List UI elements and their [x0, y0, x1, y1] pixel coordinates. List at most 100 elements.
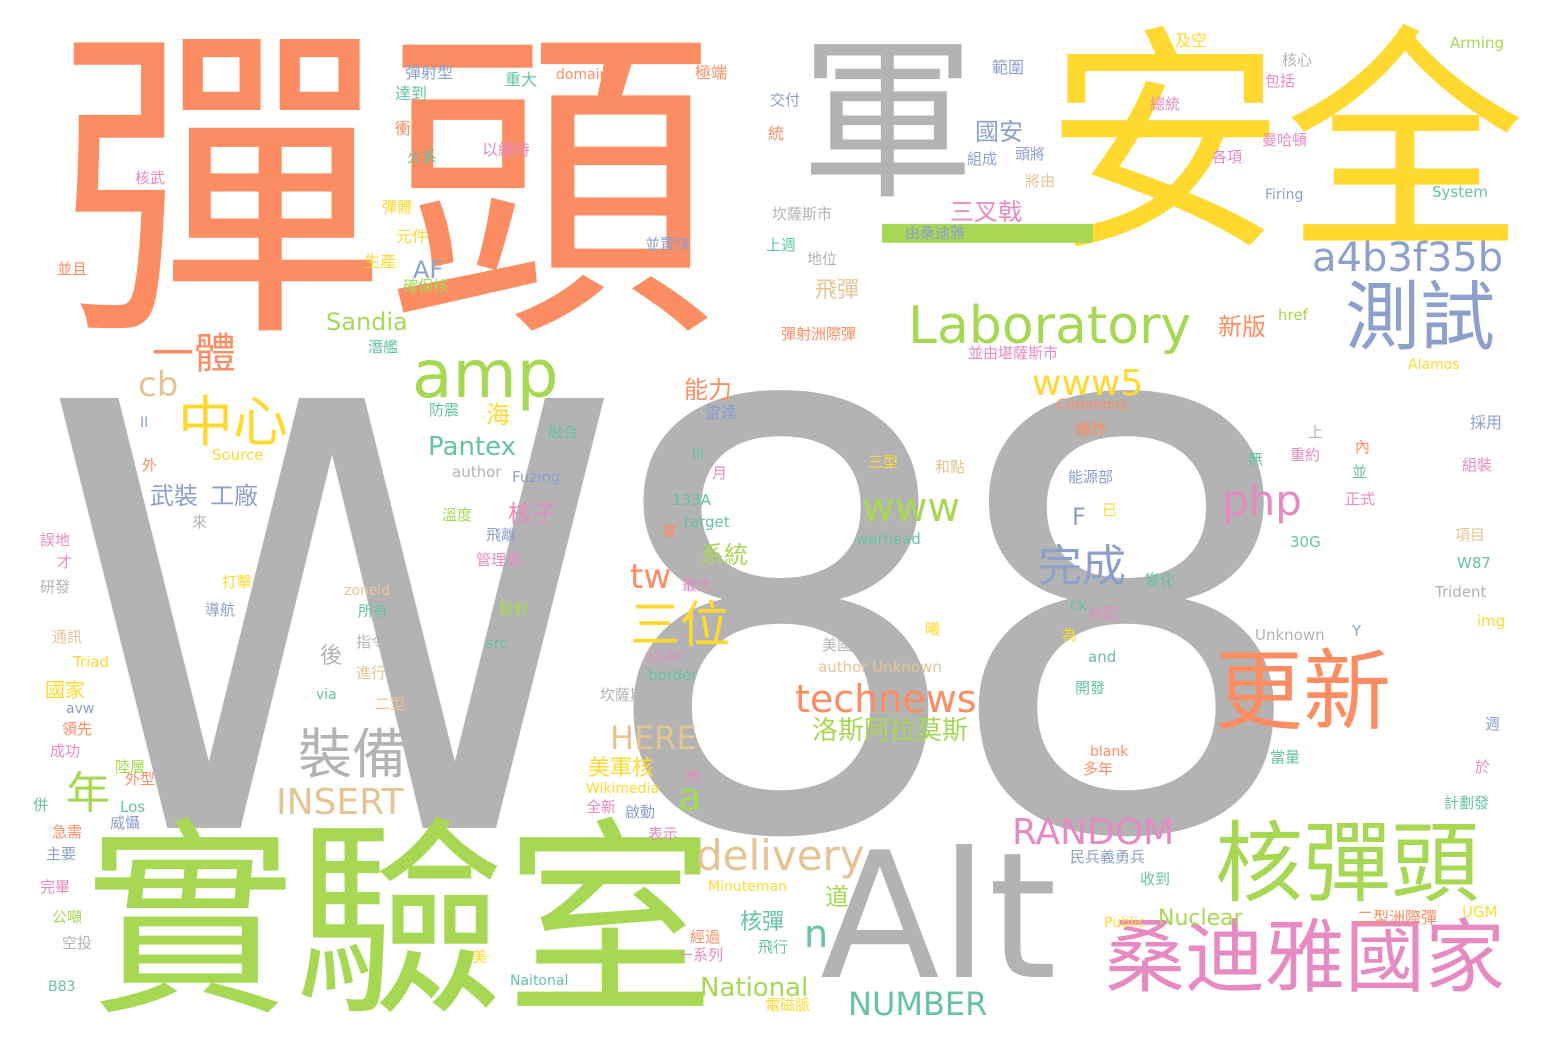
word-here: HERE: [610, 719, 697, 757]
word-small-20: 將由: [1025, 172, 1056, 190]
word-small-56: 會: [662, 522, 678, 540]
word-small-46: 內: [1355, 438, 1371, 456]
word-small-99: 收到: [1140, 870, 1171, 888]
word-missile: 飛彈: [815, 278, 860, 303]
word-small-22: 由桑迪雅: [905, 224, 966, 242]
word-small-53: 溫度: [442, 506, 473, 524]
word-capability: 能力: [684, 376, 732, 404]
word-small-18: 各項: [1212, 148, 1243, 166]
word-30g: 30G: [1290, 533, 1321, 551]
word-complete: 完成: [1038, 541, 1126, 592]
word-source: Source: [212, 446, 264, 464]
word-small-73: 曦: [925, 620, 941, 638]
word-sandia: Sandia: [326, 308, 408, 336]
word-small-97: 表示: [648, 825, 679, 843]
word-php: php: [1222, 476, 1302, 525]
word-security: 安全: [1045, 5, 1526, 285]
word-af: AF: [413, 256, 444, 284]
word-unknown: Unknown: [1255, 626, 1325, 644]
word-small-15: 統: [768, 124, 785, 143]
word-small-57: 項目: [1455, 526, 1486, 544]
word-small-105: 飛行: [758, 938, 789, 956]
word-w88: W88: [40, 281, 1314, 968]
word-trident-zh: 三叉戟: [950, 198, 1022, 226]
word-small-31: 潛艦: [368, 338, 399, 356]
word-small-86: 於: [1475, 758, 1491, 776]
word-small-34: 防震: [429, 401, 460, 419]
word-warhead-en: warhead: [856, 530, 921, 548]
word-small-5: 範圍: [992, 58, 1025, 77]
word-small-102: 空投: [62, 934, 93, 952]
word-small-107: 電磁脈: [765, 996, 811, 1014]
word-small-4: 及空: [1175, 31, 1208, 50]
word-small-41: 三型: [868, 453, 899, 471]
word-small-25: 並置快: [645, 235, 691, 253]
word-small-33: 並由堪薩斯市: [968, 344, 1059, 362]
word-alamos: Alamos: [1408, 357, 1460, 373]
word-los-alamos-zh: 洛斯阿拉莫斯: [812, 716, 969, 746]
word-small-80: 成功: [50, 742, 81, 760]
word-nucleus: 核子: [508, 500, 556, 528]
word-tw: tw: [630, 557, 672, 597]
word-small-40: 外: [142, 456, 158, 474]
word-year: 年: [66, 768, 110, 819]
word-small-98: 民兵義勇兵: [1070, 848, 1146, 866]
word-nuclear-warhead: 核彈頭: [1215, 812, 1480, 915]
word-us-military-nuke: 美軍核: [588, 756, 655, 781]
word-small-63: 導航: [205, 601, 236, 619]
word-new-version: 新版: [1218, 313, 1266, 341]
word-one: 一: [872, 111, 1103, 378]
word-factory: 工廠: [210, 482, 258, 510]
word-lgm: LGM: [648, 648, 681, 666]
word-133a: 133A: [672, 491, 711, 509]
word-commons: Commons: [1057, 397, 1128, 413]
word-integrated: 一體: [152, 329, 237, 378]
word-zoneid: zoneid: [344, 583, 391, 599]
word-small-52: 來: [192, 513, 208, 531]
word-author-unknown: author Unknown: [818, 658, 942, 676]
word-small-17: 頭將: [1015, 145, 1046, 163]
word-small-62: 打擊: [222, 573, 253, 591]
word-small-35: 融合: [548, 423, 579, 441]
word-national: National: [700, 973, 809, 1003]
word-insert: INSERT: [276, 782, 404, 823]
word-small-49: 正式: [1345, 490, 1376, 508]
word-www: www: [862, 485, 961, 531]
word-small-2: 重大: [505, 70, 538, 89]
word-technews: technews: [795, 677, 977, 721]
word-a4b3f35b: a4b3f35b: [1312, 235, 1504, 281]
word-small-51: 月: [712, 464, 728, 482]
word-small-32: 彈射洲際彈: [781, 325, 857, 343]
word-and: and: [1088, 648, 1117, 666]
word-small-94: 威懾: [110, 814, 141, 832]
word-small-36: 雷達: [705, 403, 738, 422]
word-small-3: 極端: [695, 63, 728, 82]
word-border: border: [648, 666, 698, 684]
word-small-71: 後: [320, 644, 343, 669]
word-author: author: [452, 463, 502, 481]
word-public: Public: [1104, 915, 1146, 931]
word-road: 道: [825, 883, 849, 911]
word-trident: Trident: [1435, 583, 1487, 601]
word-alt: Alt: [820, 816, 1057, 1019]
word-armament: 武裝: [150, 482, 198, 510]
word-small-87: 外型: [125, 770, 156, 788]
word-small-74: 進行: [356, 664, 387, 682]
word-small-67: 共同: [1088, 605, 1119, 623]
word-via: via: [316, 687, 337, 703]
word-small-84: 多年: [1083, 760, 1114, 778]
word-nuke: 核彈: [740, 910, 785, 935]
word-small-81: 時: [686, 768, 702, 786]
word-small-89: 併: [33, 796, 49, 814]
word-small-55: 管理局: [476, 551, 522, 569]
word-small-78: 二型: [375, 695, 406, 713]
word-national-security: 國安: [975, 118, 1023, 146]
word-small-6: 核心: [1282, 51, 1313, 69]
word-small-77: 開發: [1075, 679, 1106, 697]
word-small-45: 重約: [1290, 446, 1321, 464]
word-small-101: 公噸: [52, 908, 83, 926]
word-small-24: 元件: [396, 227, 429, 246]
word-small-11: 衝擊: [395, 119, 428, 138]
word-small-42: 和點: [935, 458, 966, 476]
